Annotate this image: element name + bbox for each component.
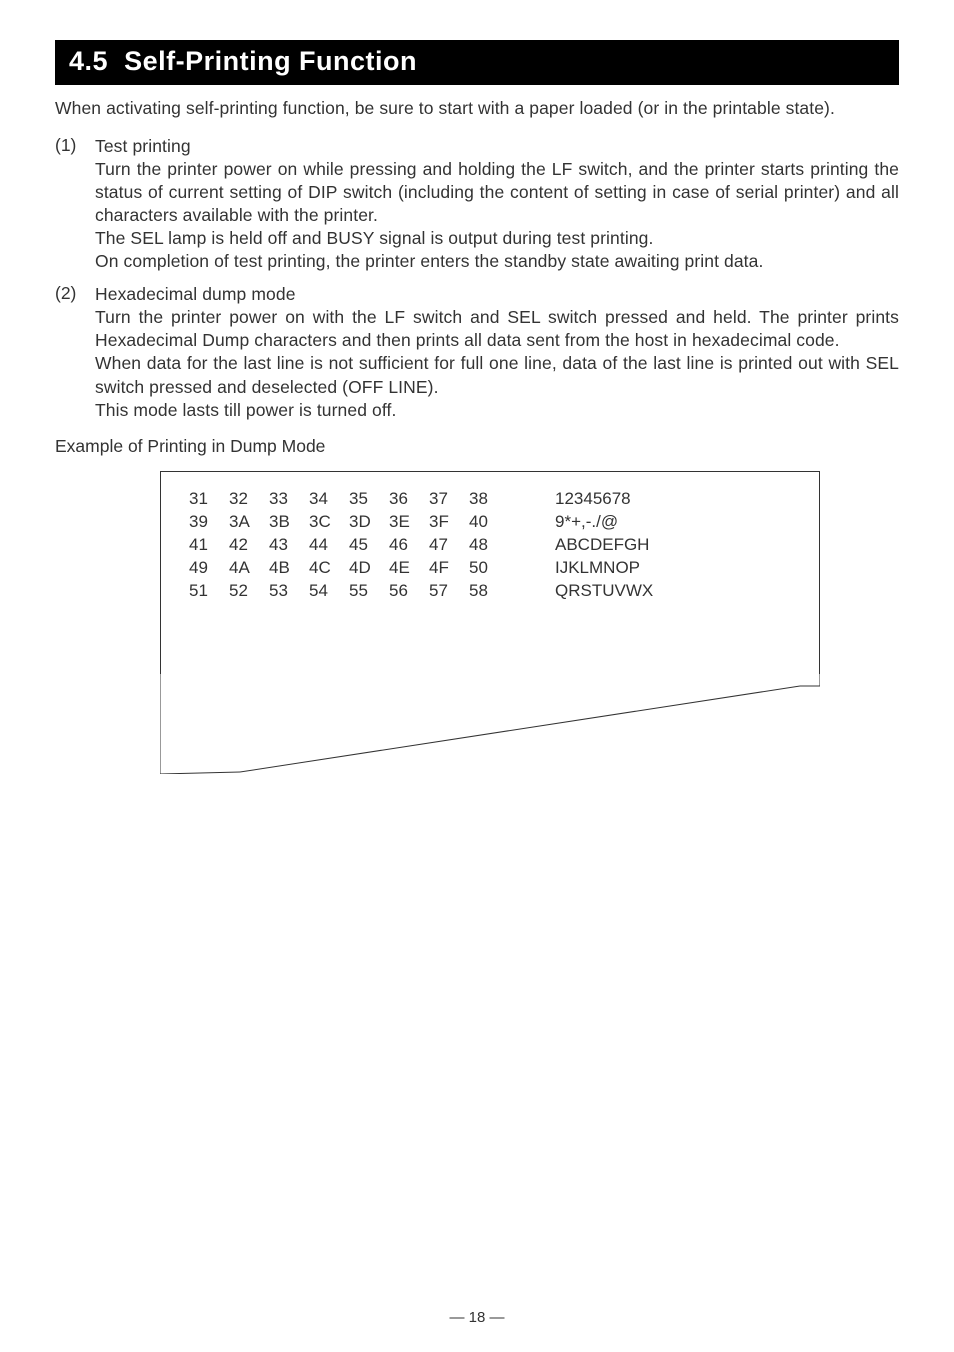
section-number: 4.5 <box>69 46 108 76</box>
hex-cell: 41 <box>189 534 229 557</box>
paper-tear <box>160 674 820 774</box>
hex-cell: 35 <box>349 488 389 511</box>
gap <box>509 511 555 534</box>
page: 4.5 Self-Printing Function When activati… <box>0 0 954 1352</box>
hex-cell: 33 <box>269 488 309 511</box>
hex-cell: 43 <box>269 534 309 557</box>
ascii-cell: ABCDEFGH <box>555 534 649 557</box>
ascii-cell: 12345678 <box>555 488 631 511</box>
hex-cell: 40 <box>469 511 509 534</box>
dump-spacer <box>189 602 799 662</box>
hex-cell: 37 <box>429 488 469 511</box>
hex-cell: 54 <box>309 580 349 603</box>
hex-cell: 3E <box>389 511 429 534</box>
hex-cell: 45 <box>349 534 389 557</box>
ascii-cell: IJKLMNOP <box>555 557 640 580</box>
hex-cell: 3B <box>269 511 309 534</box>
hex-cell: 34 <box>309 488 349 511</box>
list-item: (1) Test printing Turn the printer power… <box>55 135 899 274</box>
hex-cell: 48 <box>469 534 509 557</box>
hex-cell: 4E <box>389 557 429 580</box>
hex-cell: 3C <box>309 511 349 534</box>
item-title: Hexadecimal dump mode <box>95 283 899 306</box>
example-label: Example of Printing in Dump Mode <box>55 436 899 457</box>
hex-cell: 50 <box>469 557 509 580</box>
item-title: Test printing <box>95 135 899 158</box>
item-body: Test printing Turn the printer power on … <box>95 135 899 274</box>
hex-cell: 4C <box>309 557 349 580</box>
hex-cell: 44 <box>309 534 349 557</box>
hex-cell: 49 <box>189 557 229 580</box>
hex-cell: 47 <box>429 534 469 557</box>
hex-cell: 51 <box>189 580 229 603</box>
hex-cell: 3F <box>429 511 469 534</box>
hex-cell: 52 <box>229 580 269 603</box>
hex-cell: 55 <box>349 580 389 603</box>
item-paragraph: Turn the printer power on with the LF sw… <box>95 306 899 352</box>
list-item: (2) Hexadecimal dump mode Turn the print… <box>55 283 899 422</box>
item-paragraph: When data for the last line is not suffi… <box>95 352 899 398</box>
item-paragraph: The SEL lamp is held off and BUSY signal… <box>95 227 899 250</box>
hex-cell: 53 <box>269 580 309 603</box>
hex-cell: 57 <box>429 580 469 603</box>
hex-cell: 4B <box>269 557 309 580</box>
gap <box>509 580 555 603</box>
hex-cell: 46 <box>389 534 429 557</box>
dump-row: 51 52 53 54 55 56 57 58 QRSTUVWX <box>189 580 799 603</box>
dump-row: 49 4A 4B 4C 4D 4E 4F 50 IJKLMNOP <box>189 557 799 580</box>
gap <box>509 534 555 557</box>
dump-box: 31 32 33 34 35 36 37 38 12345678 39 3A 3… <box>160 471 820 675</box>
dump-row: 31 32 33 34 35 36 37 38 12345678 <box>189 488 799 511</box>
item-number: (2) <box>55 283 95 422</box>
hex-cell: 38 <box>469 488 509 511</box>
item-paragraph: On completion of test printing, the prin… <box>95 250 899 273</box>
dump-row: 39 3A 3B 3C 3D 3E 3F 40 9*+,-./@ <box>189 511 799 534</box>
hex-cell: 56 <box>389 580 429 603</box>
hex-cell: 3A <box>229 511 269 534</box>
gap <box>509 557 555 580</box>
ascii-cell: 9*+,-./@ <box>555 511 618 534</box>
intro-text: When activating self-printing function, … <box>55 97 899 121</box>
hex-cell: 58 <box>469 580 509 603</box>
hex-cell: 4A <box>229 557 269 580</box>
item-paragraph: This mode lasts till power is turned off… <box>95 399 899 422</box>
hex-cell: 3D <box>349 511 389 534</box>
hex-cell: 36 <box>389 488 429 511</box>
tear-icon <box>160 674 820 774</box>
hex-cell: 31 <box>189 488 229 511</box>
item-paragraph: Turn the printer power on while pressing… <box>95 158 899 227</box>
ascii-cell: QRSTUVWX <box>555 580 653 603</box>
hex-cell: 39 <box>189 511 229 534</box>
section-header: 4.5 Self-Printing Function <box>55 40 899 85</box>
item-body: Hexadecimal dump mode Turn the printer p… <box>95 283 899 422</box>
section-title-text: Self-Printing Function <box>124 46 417 76</box>
gap <box>509 488 555 511</box>
dump-example: 31 32 33 34 35 36 37 38 12345678 39 3A 3… <box>160 471 820 775</box>
page-number: — 18 — <box>0 1309 954 1326</box>
hex-cell: 42 <box>229 534 269 557</box>
hex-cell: 32 <box>229 488 269 511</box>
section-title: 4.5 Self-Printing Function <box>69 46 885 77</box>
hex-cell: 4D <box>349 557 389 580</box>
item-number: (1) <box>55 135 95 274</box>
dump-row: 41 42 43 44 45 46 47 48 ABCDEFGH <box>189 534 799 557</box>
hex-cell: 4F <box>429 557 469 580</box>
